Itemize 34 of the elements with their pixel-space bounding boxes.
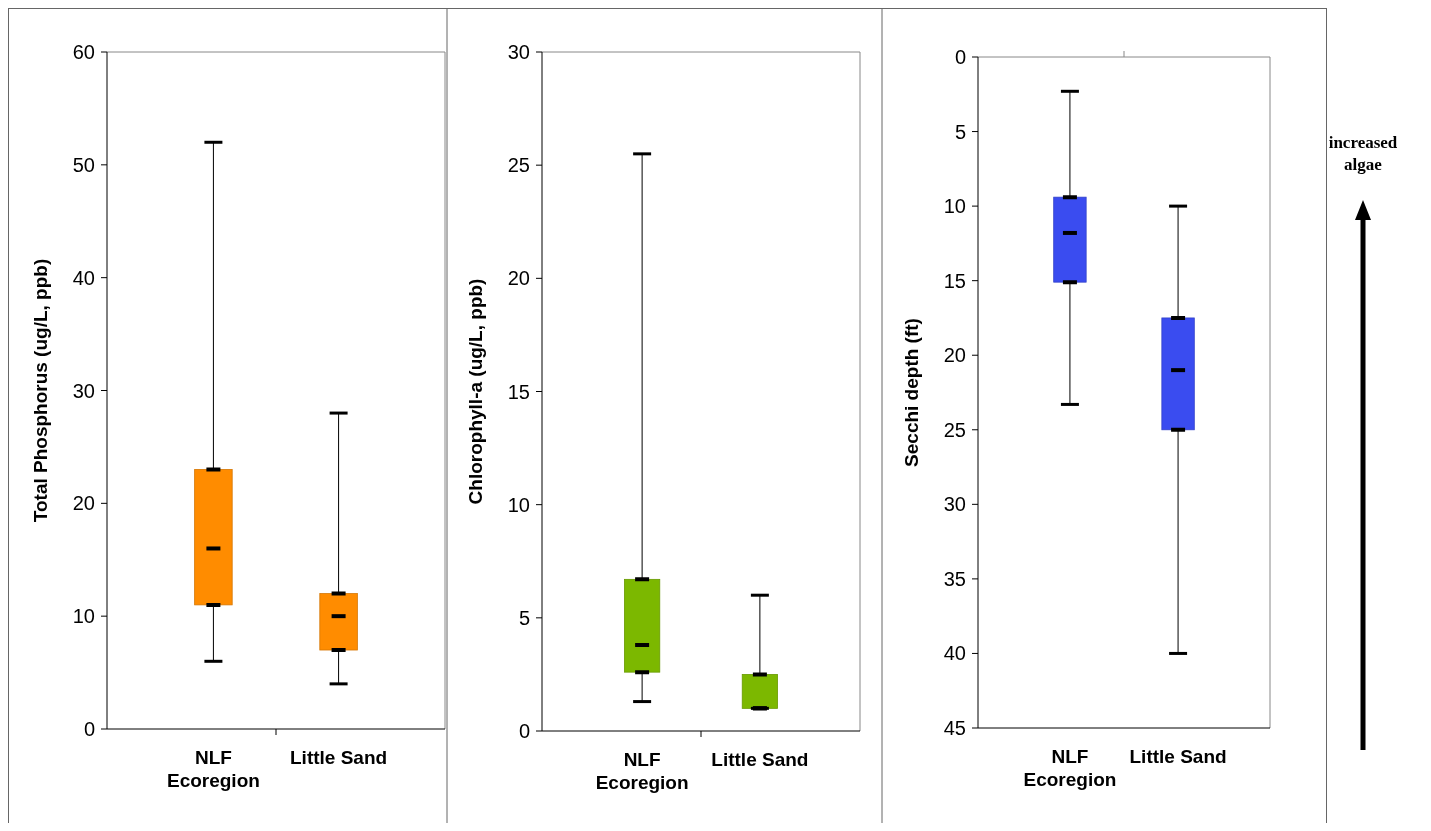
x-tick-label: NLF Ecoregion [595,749,689,793]
y-tick-label: 0 [518,720,530,742]
y-tick-label: 15 [943,269,966,292]
y-tick-label: 30 [72,379,95,402]
y-axis-title: Total Phosphorus (ug/L, ppb) [30,258,51,523]
y-tick-label: 35 [943,567,966,590]
y-tick-label: 25 [507,154,530,177]
y-tick-label: 30 [943,493,966,516]
y-tick-label: 5 [518,606,530,629]
y-tick-label: 10 [507,493,530,516]
y-tick-label: 15 [507,380,530,403]
y-tick-label: 0 [954,46,966,68]
y-tick-label: 50 [72,153,95,176]
y-tick-label: 40 [943,642,966,665]
x-tick-label: Little Sand [711,749,809,770]
text: increased algae [1328,133,1398,174]
y-tick-label: 40 [72,266,95,289]
y-tick-label: 20 [72,492,95,515]
x-tick-label: Little Sand [290,747,388,768]
y-tick-label: 45 [943,717,966,739]
x-tick-label: NLF Ecoregion [1023,746,1117,790]
y-tick-label: 30 [507,41,530,63]
x-tick-label: Little Sand [1129,746,1227,767]
y-axis-title: Chlorophyll-a (ug/L, ppb) [465,278,486,505]
y-tick-label: 20 [507,267,530,290]
y-tick-label: 20 [943,344,966,367]
y-tick-label: 25 [943,418,966,441]
x-tick-label: NLF Ecoregion [166,747,260,791]
y-axis-title: Secchi depth (ft) [901,318,922,467]
y-tick-label: 10 [72,605,95,628]
y-tick-label: 5 [954,120,966,143]
y-tick-label: 60 [72,41,95,63]
y-tick-label: 10 [943,195,966,218]
y-tick-label: 0 [83,718,95,740]
